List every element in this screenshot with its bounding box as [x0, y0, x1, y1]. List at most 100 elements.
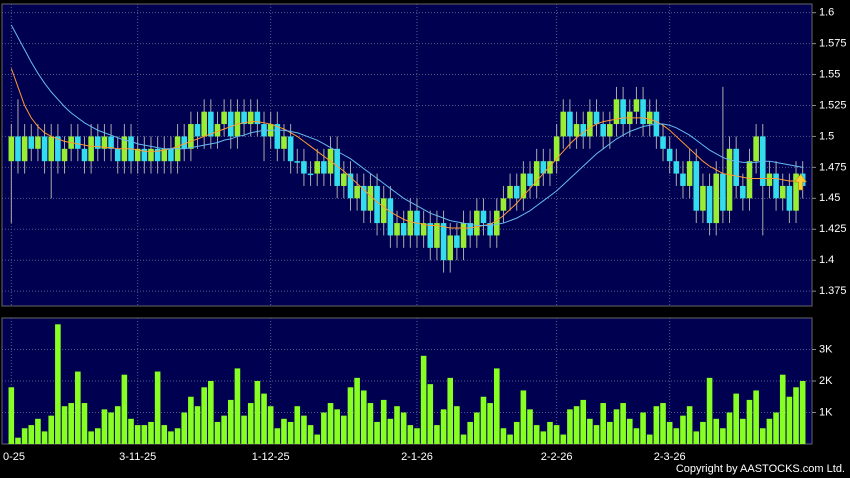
candle-body	[354, 185, 360, 199]
volume-bar	[41, 431, 48, 444]
volume-bar	[214, 421, 221, 444]
candle-body	[108, 136, 114, 149]
candle-body	[640, 99, 646, 125]
volume-bar	[414, 428, 420, 444]
volume-bar	[447, 377, 454, 444]
candle-body	[766, 173, 773, 186]
volume-bar	[161, 425, 168, 444]
candle-body	[726, 148, 733, 211]
candle-body	[447, 235, 454, 261]
y-tick-label: 1.525	[819, 99, 847, 111]
volume-bar	[507, 434, 513, 444]
candle-body	[367, 185, 374, 211]
volume-bar	[8, 387, 15, 444]
volume-bar	[467, 421, 473, 444]
candle-body	[347, 173, 354, 199]
volume-bar	[454, 406, 460, 444]
candle-body	[680, 173, 686, 186]
candle-body	[55, 136, 61, 162]
volume-bar	[154, 371, 161, 444]
candle-body	[720, 173, 726, 211]
candle-body	[753, 136, 759, 162]
volume-bar	[653, 406, 660, 444]
volume-bar	[221, 415, 227, 444]
volume-bar	[580, 399, 587, 444]
candle-body	[793, 173, 799, 211]
volume-bar	[208, 381, 214, 444]
volume-bar	[700, 421, 706, 444]
volume-bar	[587, 418, 593, 444]
candle-body	[520, 173, 527, 199]
volume-bar	[347, 387, 354, 444]
volume-bar	[114, 406, 121, 444]
y-tick-label: 1.45	[819, 192, 840, 204]
candle-body	[321, 161, 327, 174]
volume-bar	[773, 412, 779, 444]
volume-bar	[48, 415, 55, 444]
candle-body	[686, 161, 693, 186]
candle-body	[533, 161, 540, 186]
volume-bar	[261, 393, 267, 444]
candle-body	[241, 111, 247, 125]
candle-body	[274, 124, 281, 149]
candle-body	[227, 111, 234, 137]
volume-bar	[540, 431, 547, 444]
volume-bar	[294, 406, 301, 444]
volume-bar	[613, 409, 620, 444]
volume-bar	[527, 409, 533, 444]
candle-body	[387, 198, 394, 236]
candle-body	[21, 136, 28, 162]
volume-bar	[354, 377, 360, 444]
candle-body	[580, 124, 587, 137]
candle-body	[467, 223, 473, 236]
volume-bar	[321, 412, 327, 444]
y-tick-label: 1.375	[819, 285, 847, 297]
volume-bar	[753, 390, 759, 444]
volume-bar	[766, 418, 773, 444]
moving-average-line	[10, 24, 803, 227]
volume-bar	[247, 403, 254, 444]
volume-bar	[513, 421, 520, 444]
candle-body	[221, 111, 227, 125]
volume-bar	[314, 434, 321, 444]
candle-body	[188, 124, 194, 149]
volume-bar	[21, 428, 28, 444]
candle-body	[700, 185, 706, 211]
volume-bar	[287, 421, 294, 444]
candle-body	[407, 210, 414, 236]
candle-body	[607, 124, 613, 137]
footer: Copyright by AASTOCKS.com Ltd.	[676, 463, 845, 475]
candle-body	[314, 161, 321, 174]
volume-bar	[387, 418, 394, 444]
volume-bar	[274, 428, 281, 444]
x-tick-label: 3-11-25	[119, 451, 156, 463]
volume-bar	[35, 418, 41, 444]
volume-bar	[680, 415, 686, 444]
x-tick-label: 2-1-26	[401, 451, 433, 463]
candle-body	[620, 99, 626, 125]
volume-bar	[626, 418, 633, 444]
volume-bar	[567, 409, 573, 444]
y-tick-label: 1.425	[819, 223, 847, 235]
candle-body	[673, 161, 680, 174]
volume-bar	[168, 431, 174, 444]
volume-bar	[121, 374, 128, 444]
volume-bar	[188, 396, 194, 444]
candle-body	[547, 161, 553, 174]
volume-bar	[573, 406, 580, 444]
candle-body	[161, 148, 168, 162]
volume-bar	[600, 403, 606, 444]
volume-bar	[128, 418, 134, 444]
volume-bar	[427, 384, 434, 444]
x-tick-label: 2-2-26	[541, 451, 573, 463]
volume-bar	[301, 415, 307, 444]
volume-bar	[793, 387, 799, 444]
volume-bar	[174, 428, 181, 444]
candle-body	[88, 136, 94, 162]
volume-bar	[227, 399, 234, 444]
candle-body	[294, 161, 301, 163]
candle-body	[633, 99, 640, 112]
candle-body	[201, 111, 207, 137]
candle-body	[567, 111, 573, 137]
volume-bar	[759, 428, 766, 444]
